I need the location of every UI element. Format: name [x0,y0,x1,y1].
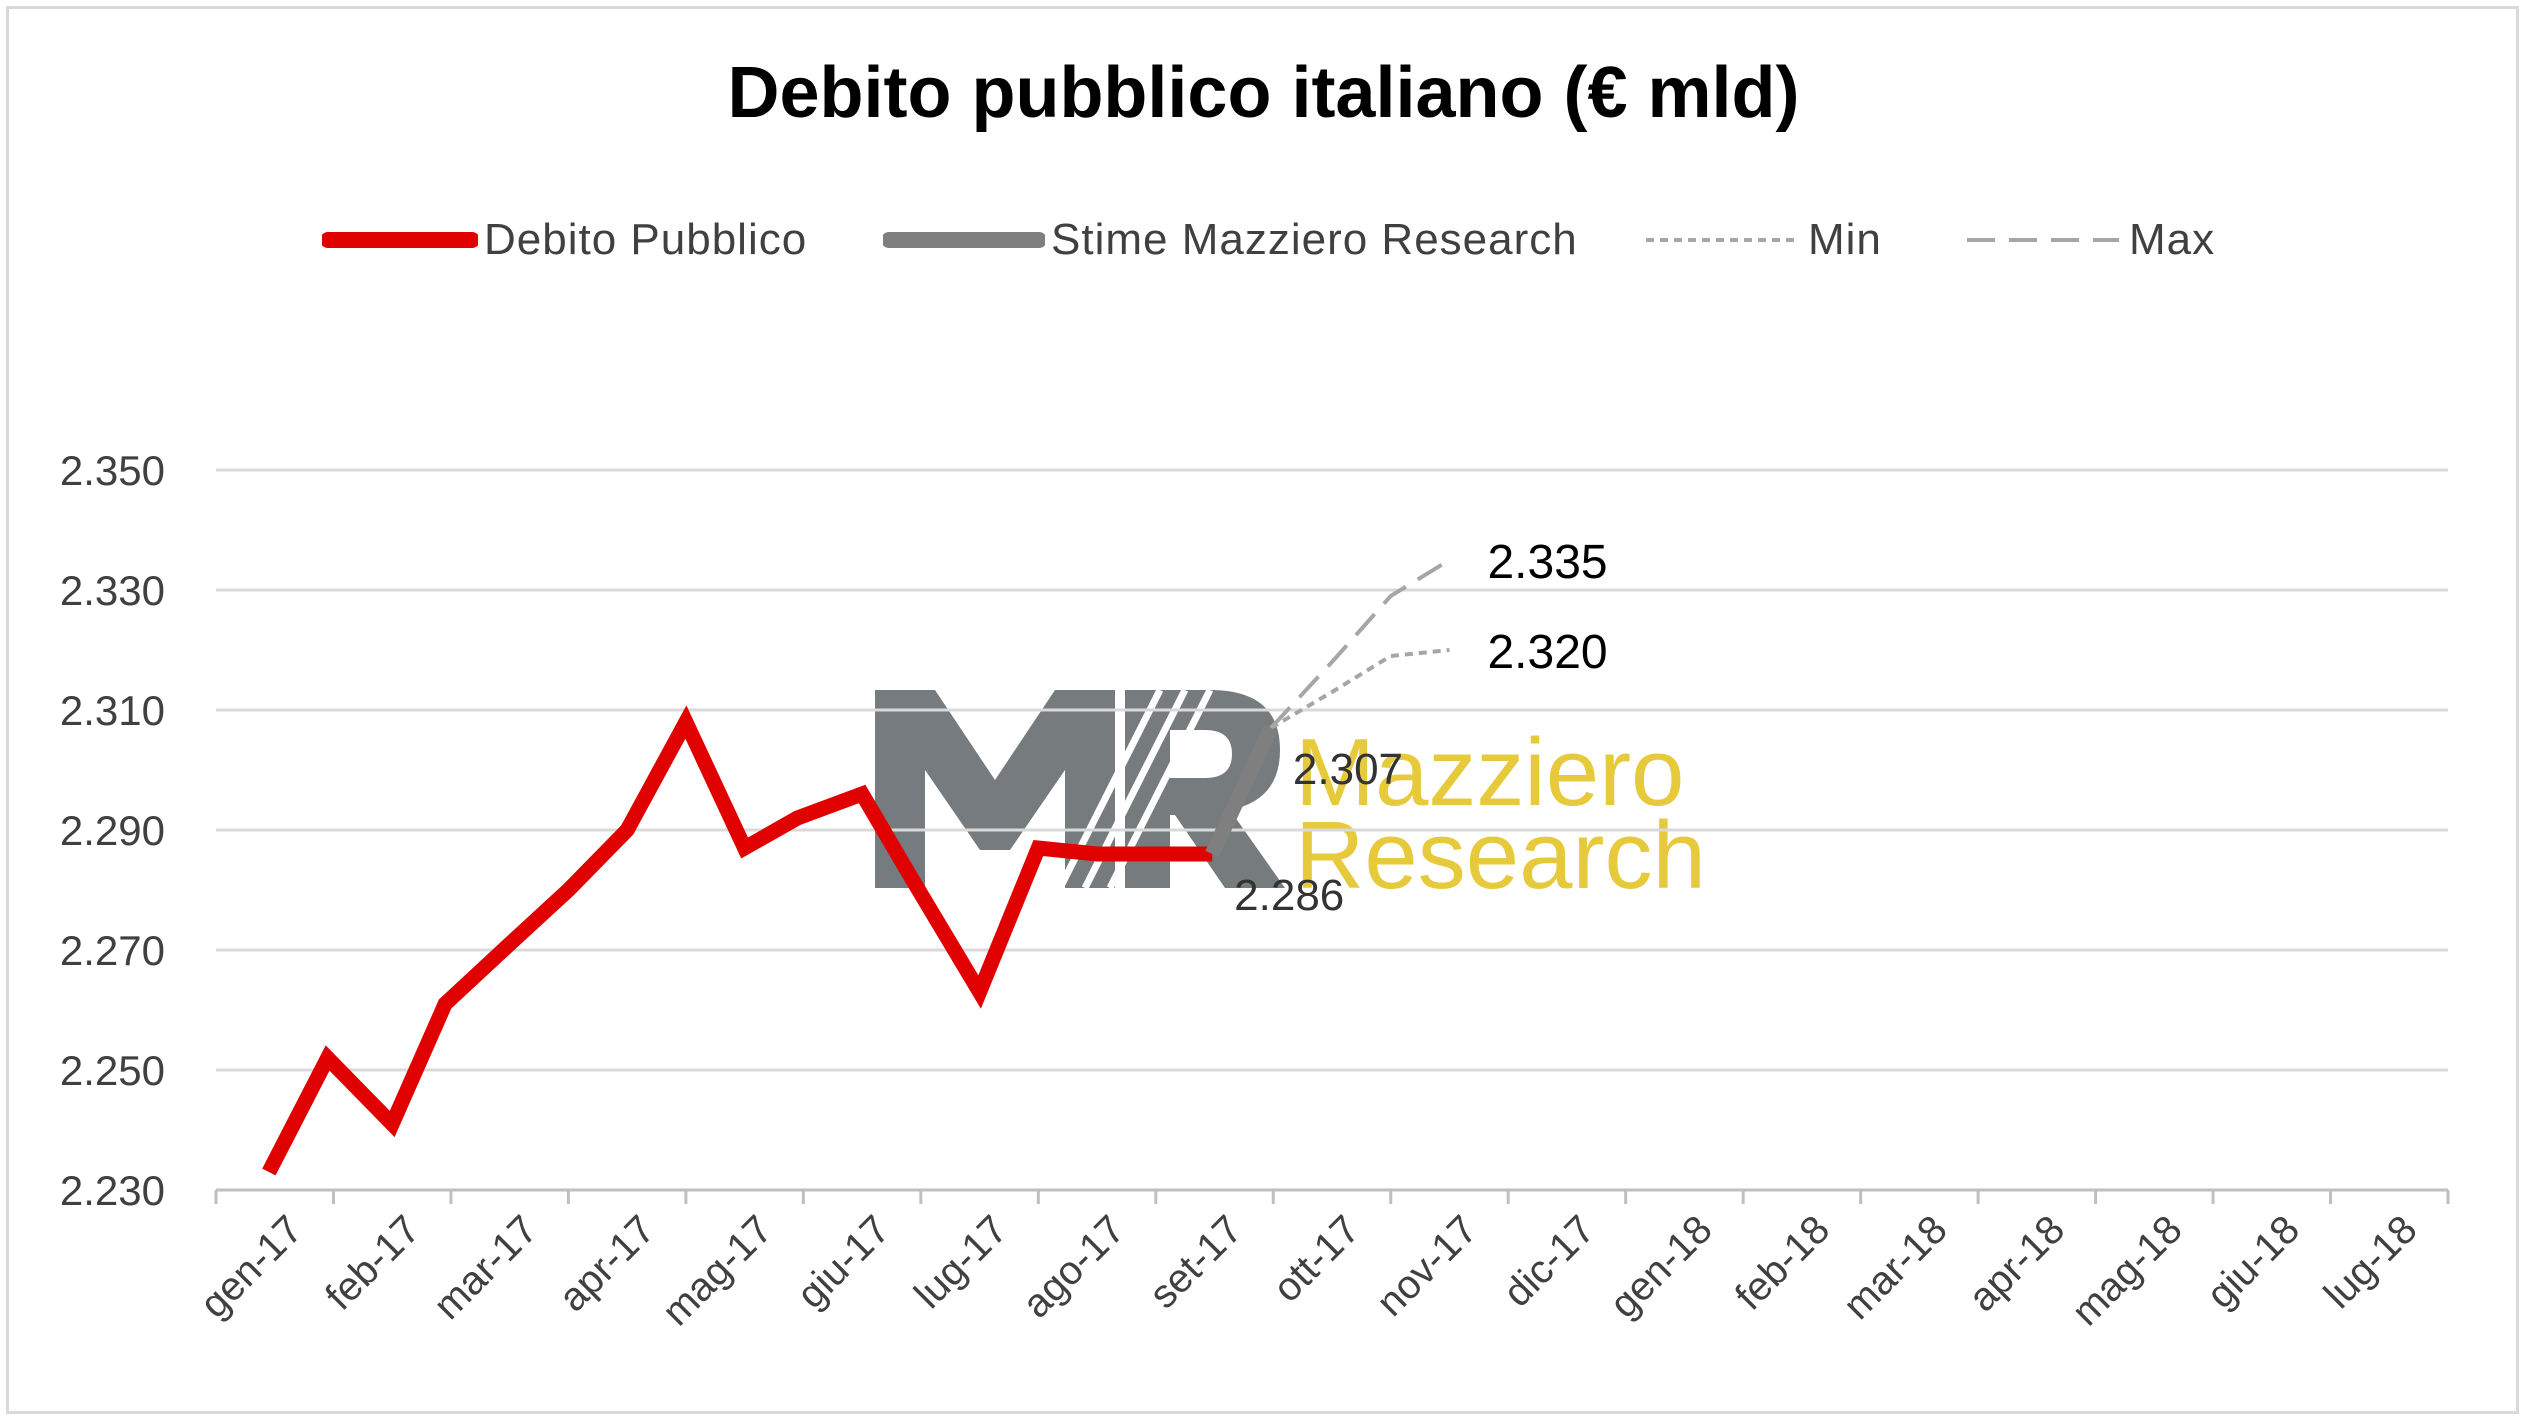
data-label-0: 2.286 [1234,871,1344,920]
y-tick-label: 2.230 [60,1167,165,1214]
x-tick-label: apr-18 [1960,1207,2073,1320]
legend-label-max: Max [2129,215,2216,264]
watermark-line1: Mazziero [1295,719,1684,826]
series-line-3 [1269,558,1451,730]
y-tick-label: 2.270 [60,927,165,974]
watermark-line2: Research [1295,802,1706,909]
x-tick-label: mar-17 [425,1207,546,1328]
x-tick-label: feb-18 [1727,1207,1838,1318]
x-tick-label: ago-17 [1014,1207,1133,1326]
x-tick-label: giu-18 [2198,1207,2308,1317]
x-tick-label: nov-17 [1368,1207,1486,1325]
series-line-0 [262,705,1213,1176]
series-line-1 [1205,724,1278,858]
data-label-3: 2.320 [1487,626,1607,679]
legend-label-min: Min [1808,215,1882,264]
legend: Debito Pubblico Stime Mazziero Research … [0,205,2527,275]
series-line-2 [1269,648,1450,730]
x-tick-label: mag-18 [2064,1207,2191,1334]
legend-label-stime: Stime Mazziero Research [1051,215,1578,264]
legend-item-min: Min [1642,205,1882,275]
y-tick-label: 2.250 [60,1047,165,1094]
legend-label-debito-pubblico: Debito Pubblico [484,215,808,264]
legend-item-max: Max [1963,205,2215,275]
y-tick-label: 2.350 [60,447,165,494]
data-label-1: 2.307 [1293,745,1403,794]
legend-item-debito-pubblico: Debito Pubblico [322,205,807,275]
x-tick-label: giu-17 [789,1207,899,1317]
legend-swatch-min [1646,238,1798,242]
x-tick-label: mag-17 [654,1207,781,1334]
chart-title: Debito pubblico italiano (€ mld) [727,53,1800,133]
legend-swatch-max [1967,238,2119,242]
x-axis [214,1188,2450,1204]
x-tick-label: feb-17 [317,1207,428,1318]
legend-swatch-stime [883,232,1045,248]
x-tick-label: set-17 [1141,1207,1251,1317]
y-axis-ticks: 2.230 2.250 2.270 2.290 2.310 2.330 2.350 [60,447,165,1214]
watermark-logo: Mazziero Research [875,688,1706,909]
x-tick-label: apr-17 [551,1207,664,1320]
legend-swatch-debito-pubblico [322,232,478,248]
data-labels: 2.286 2.307 2.335 2.320 [1234,536,1607,920]
x-tick-label: gen-17 [192,1207,311,1326]
x-tick-label: mar-18 [1835,1207,1956,1328]
y-tick-label: 2.310 [60,687,165,734]
data-label-2: 2.335 [1487,536,1607,589]
x-tick-label: dic-17 [1495,1207,1603,1315]
x-tick-label: lug-17 [906,1207,1016,1317]
watermark-monogram-icon [875,688,1285,890]
y-tick-label: 2.290 [60,807,165,854]
legend-item-stime: Stime Mazziero Research [883,205,1578,275]
grid-lines [216,468,2448,1072]
y-tick-label: 2.330 [60,567,165,614]
series-lines [262,558,1451,1176]
x-tick-label: lug-18 [2316,1207,2426,1317]
x-tick-label: ott-17 [1265,1207,1368,1310]
x-tick-label: gen-18 [1602,1207,1721,1326]
